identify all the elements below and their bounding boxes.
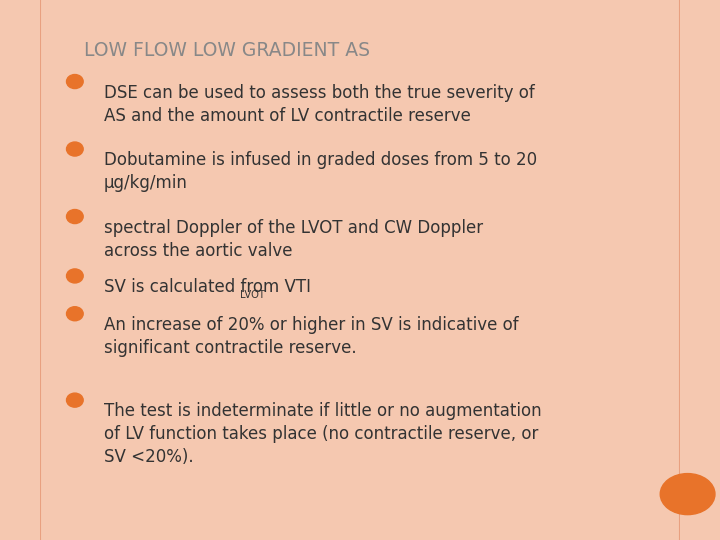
Text: The test is indeterminate if little or no augmentation
of LV function takes plac: The test is indeterminate if little or n… — [104, 402, 541, 466]
Circle shape — [66, 307, 84, 321]
Circle shape — [66, 142, 84, 156]
Text: spectral Doppler of the LVOT and CW Doppler
across the aortic valve: spectral Doppler of the LVOT and CW Dopp… — [104, 219, 483, 260]
Text: DSE can be used to assess both the true severity of
AS and the amount of LV cont: DSE can be used to assess both the true … — [104, 84, 534, 125]
Circle shape — [66, 269, 84, 283]
Circle shape — [66, 210, 84, 224]
Circle shape — [66, 75, 84, 89]
Text: Dobutamine is infused in graded doses from 5 to 20
μg/kg/min: Dobutamine is infused in graded doses fr… — [104, 151, 537, 192]
Circle shape — [66, 393, 84, 407]
Text: .: . — [253, 278, 258, 296]
Text: An increase of 20% or higher in SV is indicative of
significant contractile rese: An increase of 20% or higher in SV is in… — [104, 316, 518, 357]
Text: LOW FLOW LOW GRADIENT AS: LOW FLOW LOW GRADIENT AS — [84, 40, 371, 59]
Text: SV is calculated from VTI: SV is calculated from VTI — [104, 278, 311, 296]
Text: LVOT: LVOT — [240, 290, 265, 300]
